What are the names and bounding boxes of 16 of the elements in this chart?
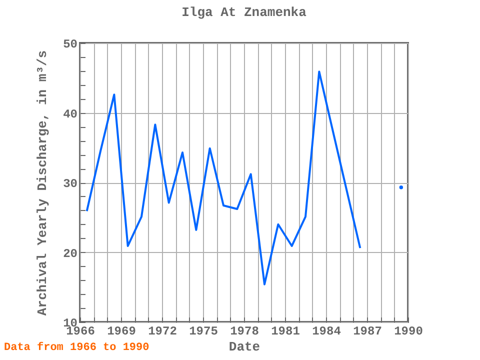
x-tick-label: 1984 <box>312 324 341 338</box>
x-tick-label: 1990 <box>394 324 423 338</box>
y-axis-title: Archival Yearly Discharge, in m³/s <box>35 50 50 316</box>
x-tick-label: 1987 <box>353 324 382 338</box>
x-tick-label: 1981 <box>271 324 300 338</box>
text: Data from 1966 to 1990 <box>4 342 150 354</box>
y-tick-label: 30 <box>63 177 78 191</box>
y-tick-label: 20 <box>63 246 78 261</box>
x-tick-label: 1975 <box>189 324 218 338</box>
x-tick-label: 1972 <box>148 324 177 338</box>
x-axis-title: Date <box>228 340 260 354</box>
x-tick-label: 1969 <box>107 324 136 338</box>
y-tick-label: 40 <box>63 107 78 122</box>
chart-title: Ilga At Znamenka <box>182 5 307 20</box>
y-tick-label: 50 <box>63 38 78 52</box>
x-tick-label: 1978 <box>230 324 259 338</box>
